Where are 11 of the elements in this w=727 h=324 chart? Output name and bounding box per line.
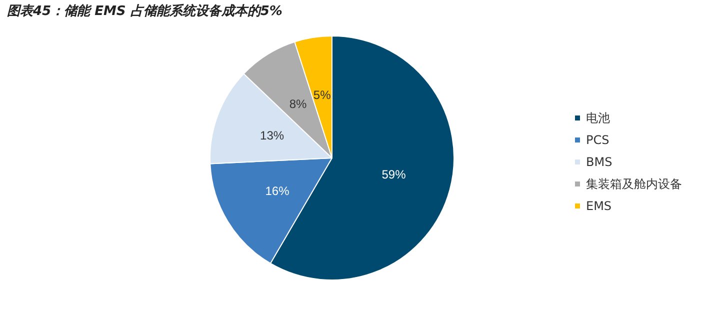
- data-label: 8%: [289, 96, 308, 111]
- data-label: 5%: [313, 88, 332, 102]
- chart-title: 图表45：储能 EMS 占储能系统设备成本的5%: [7, 3, 282, 19]
- legend-label: PCS: [586, 133, 610, 147]
- legend-label: BMS: [586, 155, 612, 169]
- legend-label: 电池: [586, 111, 610, 125]
- data-label: 59%: [382, 168, 406, 182]
- legend-label: EMS: [586, 199, 612, 213]
- data-label: 16%: [265, 184, 290, 198]
- data-label: 13%: [260, 128, 284, 143]
- legend-label: 集装箱及舱内设备: [586, 177, 682, 191]
